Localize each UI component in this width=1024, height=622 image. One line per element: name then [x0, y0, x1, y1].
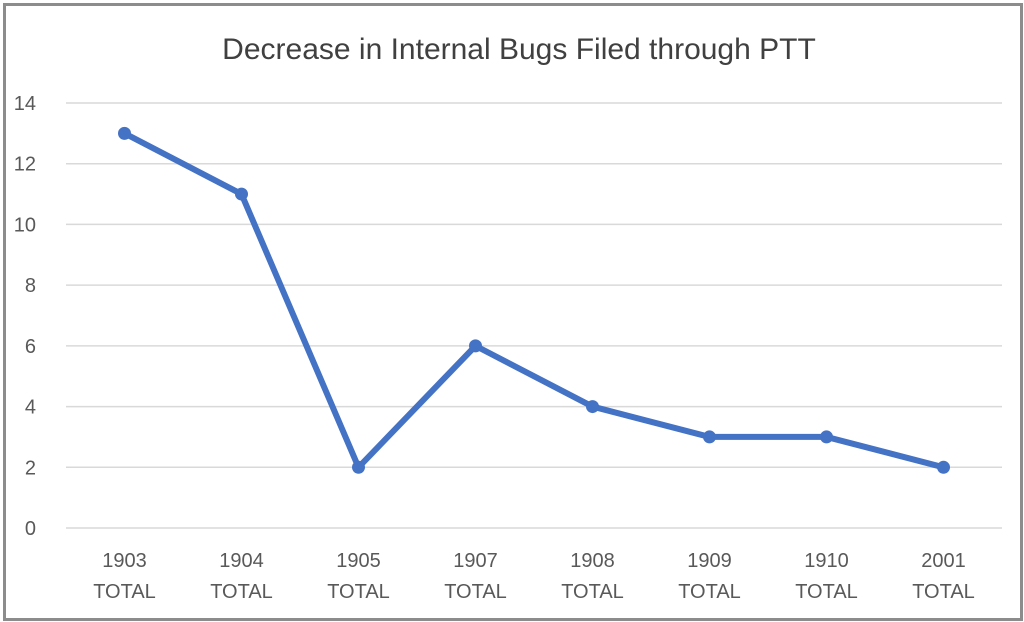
data-point — [352, 460, 365, 474]
x-tick-label: TOTAL — [210, 581, 273, 603]
x-axis-ticks: 1903 TOTAL 1904 TOTAL 1905 TOTAL 1907 TOTAL 1908… — [93, 550, 975, 603]
data-point — [469, 339, 482, 353]
x-tick-label: 2001 — [921, 550, 966, 572]
x-tick-label: 1909 — [687, 550, 732, 572]
x-tick-label: 1910 — [804, 550, 849, 572]
x-tick-label: 1903 — [102, 550, 147, 572]
y-tick-label: 12 — [14, 154, 36, 176]
y-tick-label: 0 — [25, 518, 36, 540]
x-tick-label: TOTAL — [93, 581, 156, 603]
chart-frame: Decrease in Internal Bugs Filed through … — [3, 3, 1023, 621]
y-tick-label: 6 — [25, 336, 36, 358]
chart-title: Decrease in Internal Bugs Filed through … — [222, 33, 816, 66]
x-tick-label: TOTAL — [444, 581, 507, 603]
data-point — [586, 400, 599, 414]
x-tick-label: TOTAL — [327, 581, 390, 603]
data-point — [118, 126, 131, 140]
y-tick-label: 8 — [25, 275, 36, 297]
data-point — [937, 460, 950, 474]
x-tick-label: TOTAL — [678, 581, 741, 603]
x-tick-label: TOTAL — [912, 581, 975, 603]
series-layer — [118, 126, 950, 474]
gridlines — [66, 102, 1002, 529]
x-tick-label: 1905 — [336, 550, 381, 572]
data-point — [820, 430, 833, 444]
data-point — [235, 187, 248, 201]
y-tick-label: 10 — [14, 214, 36, 236]
y-axis-ticks: 0 2 4 6 8 10 12 14 — [14, 93, 36, 540]
line-chart: Decrease in Internal Bugs Filed through … — [14, 33, 1002, 603]
x-tick-label: TOTAL — [561, 581, 624, 603]
y-tick-label: 2 — [25, 457, 36, 479]
data-point — [703, 430, 716, 444]
series-line — [121, 130, 947, 471]
x-tick-label: 1908 — [570, 550, 615, 572]
x-tick-label: TOTAL — [795, 581, 858, 603]
y-tick-label: 14 — [14, 93, 36, 115]
x-tick-label: 1904 — [219, 550, 264, 572]
y-tick-label: 4 — [25, 397, 36, 419]
x-tick-label: 1907 — [453, 550, 498, 572]
